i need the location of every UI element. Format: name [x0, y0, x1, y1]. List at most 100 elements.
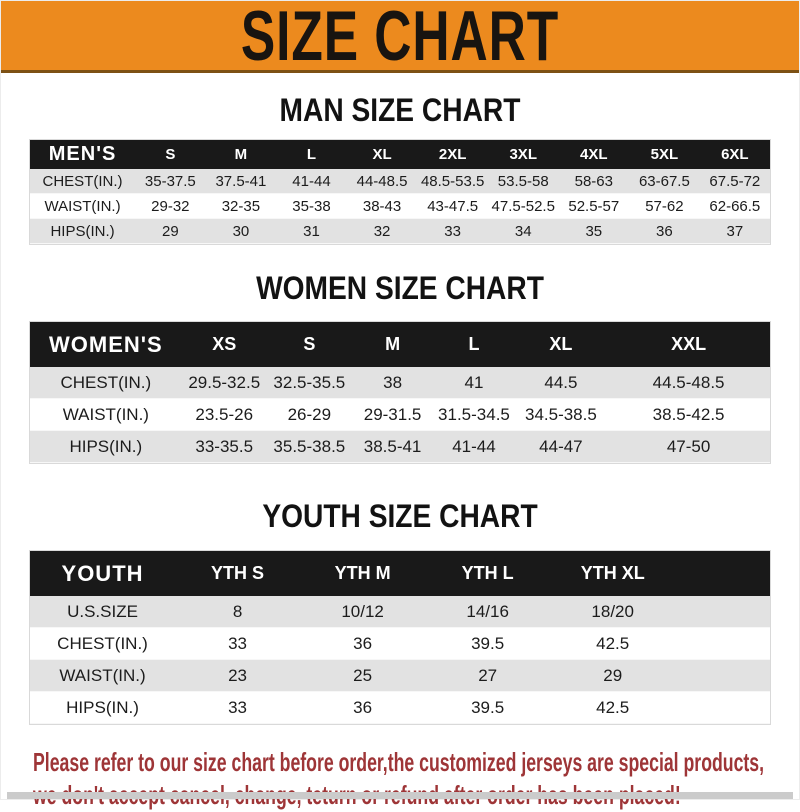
size-value-cell: 44.5-48.5 — [607, 367, 770, 399]
blank-cell — [675, 628, 770, 660]
size-value-cell: 31.5-34.5 — [433, 399, 515, 431]
blank-cell — [675, 660, 770, 692]
size-column-header: YTH M — [300, 551, 426, 596]
size-value-cell: 34 — [487, 219, 559, 244]
size-value-cell: 8 — [175, 596, 301, 628]
size-column-header: S — [135, 140, 206, 169]
size-value-cell: 38.5-42.5 — [607, 399, 770, 431]
size-value-cell: 44.5 — [514, 367, 608, 399]
size-column-header: XS — [181, 322, 267, 367]
size-value-cell: 38-43 — [346, 194, 418, 219]
size-value-cell: 32 — [346, 219, 418, 244]
size-value-cell: 23 — [175, 660, 301, 692]
table-header-row: WOMEN'S XS S M L XL XXL — [30, 322, 770, 367]
size-value-cell: 33 — [175, 692, 301, 724]
row-label: CHEST(IN.) — [30, 367, 182, 399]
size-column-header: YTH XL — [550, 551, 676, 596]
table-header-row: YOUTH YTH S YTH M YTH L YTH XL — [30, 551, 770, 596]
disclaimer-line-1: Please refer to our size chart before or… — [33, 747, 765, 777]
row-label: HIPS(IN.) — [30, 692, 176, 724]
row-label: WAIST(IN.) — [30, 399, 182, 431]
size-chart-content: MAN SIZE CHART MEN'S S M L XL 2XL 3XL 4XL 5XL 6XL… — [1, 93, 799, 724]
table-row: CHEST(IN.) 35-37.5 37.5-41 41-44 44-48.5 48.5… — [30, 169, 770, 194]
women-size-table: WOMEN'S XS S M L XL XXL CHEST(IN.) 29.5-32.5 32.5… — [30, 322, 770, 463]
size-value-cell: 29-31.5 — [351, 399, 434, 431]
men-size-table: MEN'S S M L XL 2XL 3XL 4XL 5XL 6XL CHEST(IN.) 35-37… — [30, 140, 770, 244]
table-group-label: YOUTH — [30, 551, 176, 596]
blank-cell — [675, 596, 770, 628]
size-value-cell: 47.5-52.5 — [487, 194, 559, 219]
size-value-cell: 33 — [417, 219, 488, 244]
banner: SIZE CHART — [1, 0, 799, 76]
men-section-title: MAN SIZE CHART — [279, 92, 521, 128]
row-label: HIPS(IN.) — [30, 431, 182, 463]
blank-header-cell — [675, 551, 770, 596]
table-group-label: MEN'S — [30, 140, 136, 169]
size-value-cell: 36 — [300, 628, 426, 660]
size-value-cell: 48.5-53.5 — [417, 169, 488, 194]
size-column-header: 6XL — [699, 140, 770, 169]
size-column-header: 5XL — [629, 140, 700, 169]
size-column-header: 4XL — [558, 140, 630, 169]
size-value-cell: 33 — [175, 628, 301, 660]
size-value-cell: 35.5-38.5 — [266, 431, 352, 463]
size-value-cell: 53.5-58 — [487, 169, 559, 194]
size-column-header: 3XL — [487, 140, 559, 169]
size-column-header: YTH S — [175, 551, 301, 596]
size-value-cell: 25 — [300, 660, 426, 692]
size-value-cell: 27 — [425, 660, 551, 692]
size-value-cell: 35 — [558, 219, 630, 244]
size-value-cell: 36 — [629, 219, 700, 244]
row-label: HIPS(IN.) — [30, 219, 136, 244]
size-column-header: L — [433, 322, 515, 367]
blank-cell — [675, 692, 770, 724]
section-women: WOMEN SIZE CHART WOMEN'S XS S M L XL XXL CHEST(… — [1, 271, 799, 463]
youth-section-title: YOUTH SIZE CHART — [262, 498, 538, 534]
row-label: CHEST(IN.) — [30, 628, 176, 660]
row-label: CHEST(IN.) — [30, 169, 136, 194]
table-row: WAIST(IN.) 23.5-26 26-29 29-31.5 31.5-34.5 34… — [30, 399, 770, 431]
size-value-cell: 44-48.5 — [346, 169, 418, 194]
size-value-cell: 23.5-26 — [181, 399, 267, 431]
table-header-row: MEN'S S M L XL 2XL 3XL 4XL 5XL 6XL — [30, 140, 770, 169]
size-value-cell: 52.5-57 — [558, 194, 630, 219]
size-value-cell: 18/20 — [550, 596, 676, 628]
size-value-cell: 41 — [433, 367, 515, 399]
size-value-cell: 32-35 — [205, 194, 277, 219]
size-value-cell: 39.5 — [425, 692, 551, 724]
size-value-cell: 38.5-41 — [351, 431, 434, 463]
size-column-header: M — [205, 140, 277, 169]
size-column-header: XXL — [607, 322, 770, 367]
banner-title: SIZE CHART — [240, 0, 560, 76]
size-value-cell: 29.5-32.5 — [181, 367, 267, 399]
youth-size-table: YOUTH YTH S YTH M YTH L YTH XL U.S.SIZE 8 10/12… — [30, 551, 770, 724]
table-row: CHEST(IN.) 29.5-32.5 32.5-35.5 38 41 44.5 44.5… — [30, 367, 770, 399]
section-youth: YOUTH SIZE CHART YOUTH YTH S YTH M YTH L YTH… — [1, 499, 799, 724]
row-label: WAIST(IN.) — [30, 660, 176, 692]
size-value-cell: 38 — [351, 367, 434, 399]
size-value-cell: 35-37.5 — [135, 169, 206, 194]
disclaimer: Please refer to our size chart before or… — [33, 746, 799, 812]
size-value-cell: 14/16 — [425, 596, 551, 628]
row-label: WAIST(IN.) — [30, 194, 136, 219]
size-column-header: XL — [514, 322, 608, 367]
size-value-cell: 42.5 — [550, 692, 676, 724]
size-value-cell: 29 — [135, 219, 206, 244]
size-column-header: XL — [346, 140, 418, 169]
size-value-cell: 31 — [276, 219, 347, 244]
size-value-cell: 26-29 — [266, 399, 352, 431]
size-value-cell: 10/12 — [300, 596, 426, 628]
section-men: MAN SIZE CHART MEN'S S M L XL 2XL 3XL 4XL 5XL 6XL… — [1, 93, 799, 244]
row-label: U.S.SIZE — [30, 596, 176, 628]
size-value-cell: 36 — [300, 692, 426, 724]
size-value-cell: 29-32 — [135, 194, 206, 219]
size-value-cell: 41-44 — [276, 169, 347, 194]
table-row: HIPS(IN.) 33 36 39.5 42.5 — [30, 692, 770, 724]
size-value-cell: 33-35.5 — [181, 431, 267, 463]
size-column-header: L — [276, 140, 347, 169]
size-value-cell: 30 — [205, 219, 277, 244]
table-row: WAIST(IN.) 23 25 27 29 — [30, 660, 770, 692]
size-value-cell: 58-63 — [558, 169, 630, 194]
size-value-cell: 35-38 — [276, 194, 347, 219]
size-value-cell: 57-62 — [629, 194, 700, 219]
